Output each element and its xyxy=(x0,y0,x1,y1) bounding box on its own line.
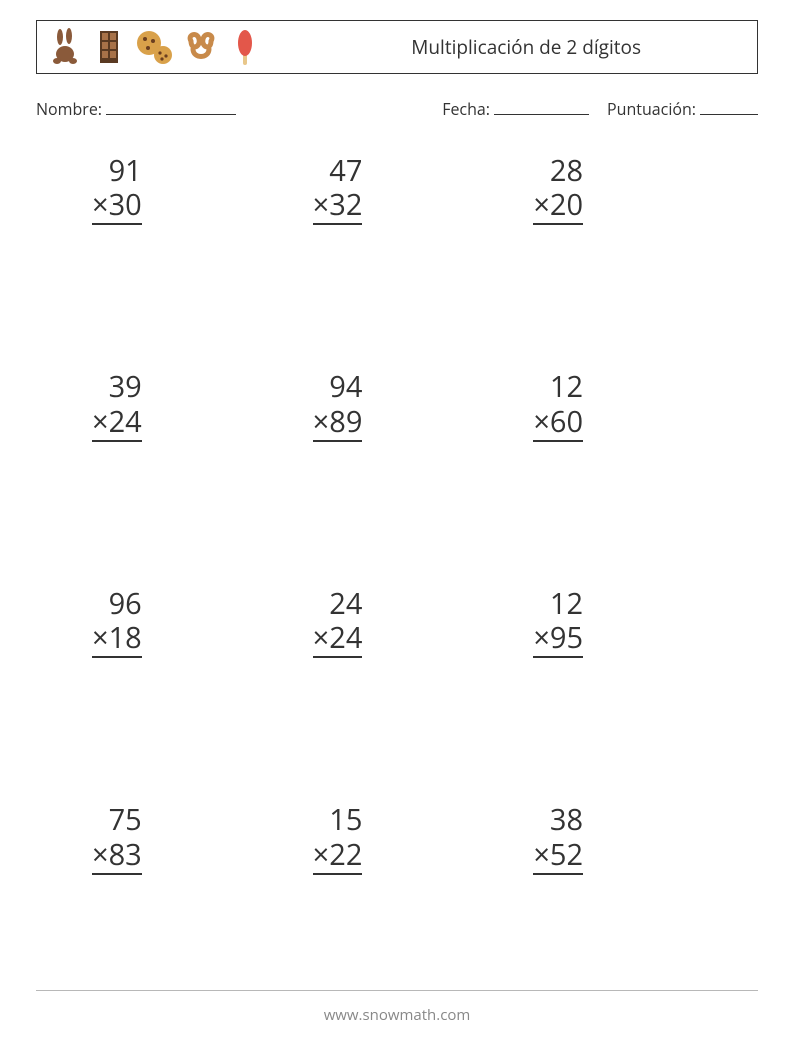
pretzel-icon xyxy=(181,27,221,67)
problem-3: 28×20 xyxy=(507,154,728,225)
multiplier-row: ×22 xyxy=(313,838,363,875)
problem-inner: 91×30 xyxy=(92,154,142,225)
multiplier-row: ×95 xyxy=(533,621,583,658)
name-blank[interactable] xyxy=(106,99,236,115)
problem-10: 75×83 xyxy=(66,803,287,874)
date-blank[interactable] xyxy=(494,99,589,115)
problem-inner: 39×24 xyxy=(92,370,142,441)
problem-12: 38×52 xyxy=(507,803,728,874)
problem-inner: 38×52 xyxy=(533,803,583,874)
problem-inner: 24×24 xyxy=(313,587,363,658)
popsicle-icon xyxy=(225,27,265,67)
problem-inner: 12×60 xyxy=(533,370,583,441)
multiplicand: 91 xyxy=(92,154,142,188)
problem-7: 96×18 xyxy=(66,587,287,658)
problem-2: 47×32 xyxy=(287,154,508,225)
multiplier-row: ×24 xyxy=(313,621,363,658)
problem-6: 12×60 xyxy=(507,370,728,441)
problem-inner: 47×32 xyxy=(313,154,363,225)
name-field: Nombre: xyxy=(36,98,236,120)
multiplier-row: ×83 xyxy=(92,838,142,875)
multiplicand: 39 xyxy=(92,370,142,404)
problem-11: 15×22 xyxy=(287,803,508,874)
problem-inner: 96×18 xyxy=(92,587,142,658)
multiplier-row: ×30 xyxy=(92,188,142,225)
problem-inner: 28×20 xyxy=(533,154,583,225)
problem-4: 39×24 xyxy=(66,370,287,441)
multiplicand: 15 xyxy=(313,803,363,837)
problem-inner: 75×83 xyxy=(92,803,142,874)
multiplier-row: ×60 xyxy=(533,405,583,442)
multiplier-row: ×24 xyxy=(92,405,142,442)
problem-9: 12×95 xyxy=(507,587,728,658)
chocolate-icon xyxy=(89,27,129,67)
multiplier-row: ×18 xyxy=(92,621,142,658)
problem-inner: 12×95 xyxy=(533,587,583,658)
problem-inner: 15×22 xyxy=(313,803,363,874)
problem-1: 91×30 xyxy=(66,154,287,225)
multiplicand: 96 xyxy=(92,587,142,621)
multiplier-row: ×20 xyxy=(533,188,583,225)
header-icons xyxy=(45,27,265,67)
problem-8: 24×24 xyxy=(287,587,508,658)
header-box: Multiplicación de 2 dígitos xyxy=(36,20,758,74)
multiplicand: 24 xyxy=(313,587,363,621)
date-field: Fecha: xyxy=(442,98,589,120)
score-field: Puntuación: xyxy=(607,98,758,120)
problem-inner: 94×89 xyxy=(313,370,363,441)
date-label: Fecha: xyxy=(442,98,490,120)
score-label: Puntuación: xyxy=(607,98,696,120)
multiplicand: 12 xyxy=(533,370,583,404)
multiplier-row: ×52 xyxy=(533,838,583,875)
name-label: Nombre: xyxy=(36,98,102,120)
info-row: Nombre: Fecha: Puntuación: xyxy=(36,98,758,120)
cookie-icon xyxy=(133,27,177,67)
score-blank[interactable] xyxy=(700,99,758,115)
problem-5: 94×89 xyxy=(287,370,508,441)
footer-text: www.snowmath.com xyxy=(0,1005,794,1025)
multiplicand: 38 xyxy=(533,803,583,837)
multiplicand: 12 xyxy=(533,587,583,621)
multiplicand: 28 xyxy=(533,154,583,188)
multiplicand: 75 xyxy=(92,803,142,837)
page-title: Multiplicación de 2 dígitos xyxy=(411,34,741,60)
multiplicand: 94 xyxy=(313,370,363,404)
problems-grid: 91×3047×3228×2039×2494×8912×6096×1824×24… xyxy=(36,154,758,875)
footer-divider xyxy=(36,990,758,991)
multiplier-row: ×32 xyxy=(313,188,363,225)
multiplier-row: ×89 xyxy=(313,405,363,442)
bunny-icon xyxy=(45,27,85,67)
multiplicand: 47 xyxy=(313,154,363,188)
